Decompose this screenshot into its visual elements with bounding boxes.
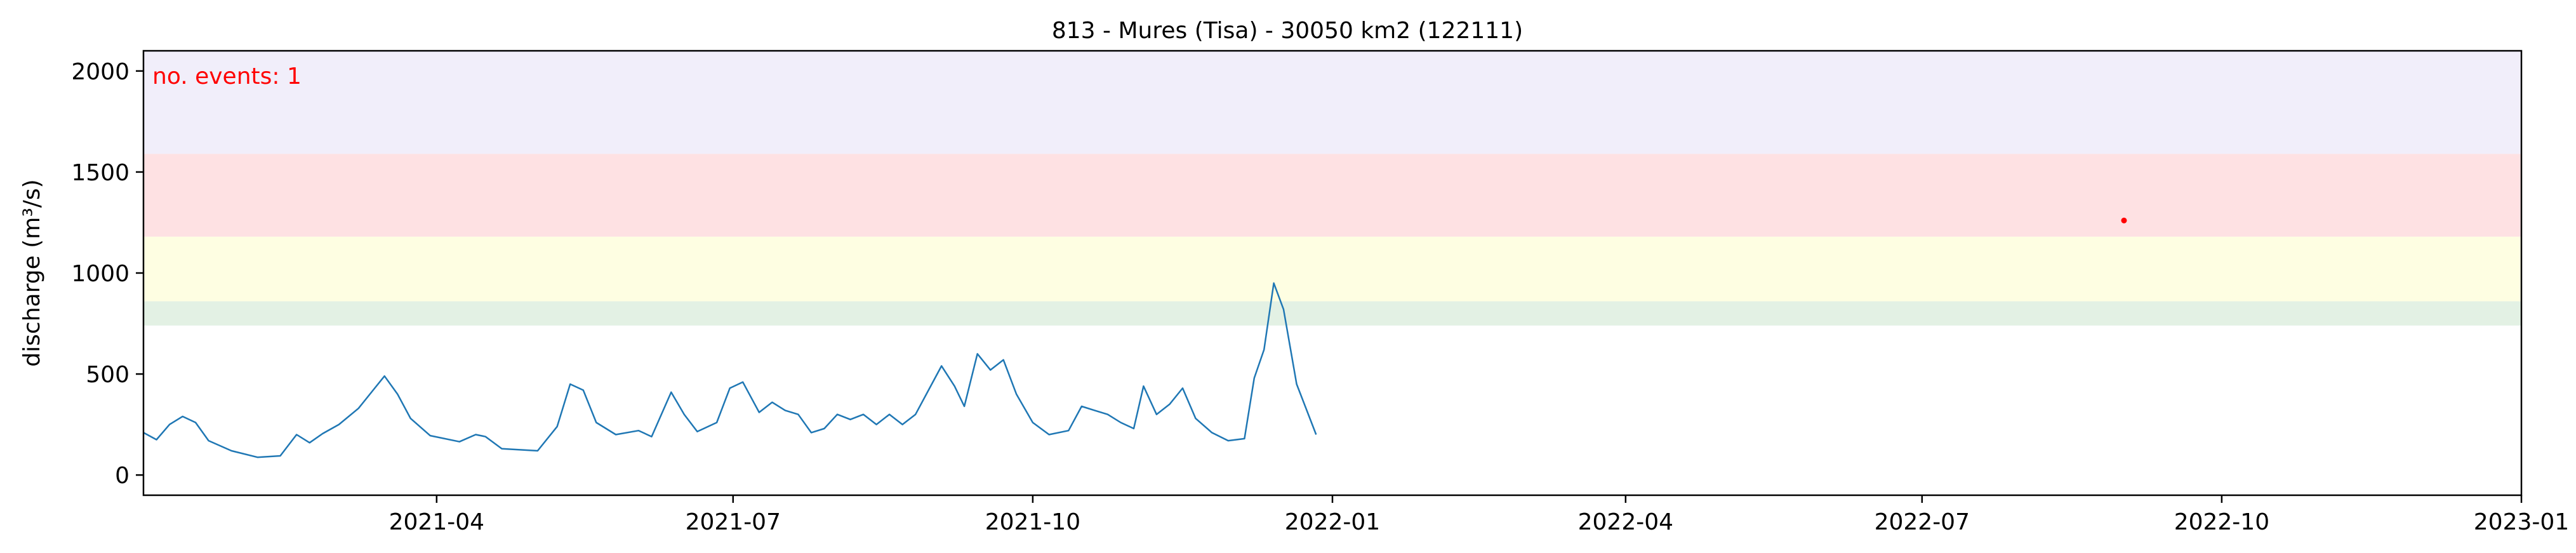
threshold-band-1 (143, 301, 2521, 326)
x-tick-label: 2021-07 (686, 509, 781, 535)
events-annotation: no. events: 1 (152, 63, 302, 90)
y-tick-label: 0 (115, 463, 129, 489)
x-tick-label: 2022-10 (2174, 509, 2269, 535)
threshold-band-4 (143, 51, 2521, 154)
chart-title: 813 - Mures (Tisa) - 30050 km2 (122111) (1052, 18, 1523, 44)
x-axis-ticks: 2021-04 2021-07 2021-10 2022-01 2022-04 2022-… (389, 495, 2569, 535)
y-tick-label: 1500 (71, 160, 129, 186)
y-axis-ticks: 0 500 1000 1500 2000 (71, 59, 143, 489)
series-layer (143, 282, 1317, 458)
y-tick-label: 2000 (71, 59, 129, 85)
series-line-1 (143, 282, 1317, 458)
threshold-band-2 (143, 236, 2521, 302)
x-tick-label: 2021-10 (985, 509, 1080, 535)
threshold-band-3 (143, 154, 2521, 237)
x-tick-label: 2022-01 (1285, 509, 1380, 535)
y-tick-label: 1000 (71, 261, 129, 287)
x-tick-label: 2023-01 (2474, 509, 2569, 535)
event-marker-1 (2121, 217, 2127, 223)
x-tick-label: 2022-07 (1875, 509, 1970, 535)
threshold-bands (143, 51, 2521, 326)
y-axis-label: discharge (m³/s) (19, 179, 45, 366)
y-tick-label: 500 (86, 362, 129, 388)
event-markers (2121, 217, 2127, 223)
x-tick-label: 2021-04 (389, 509, 484, 535)
x-tick-label: 2022-04 (1578, 509, 1673, 535)
